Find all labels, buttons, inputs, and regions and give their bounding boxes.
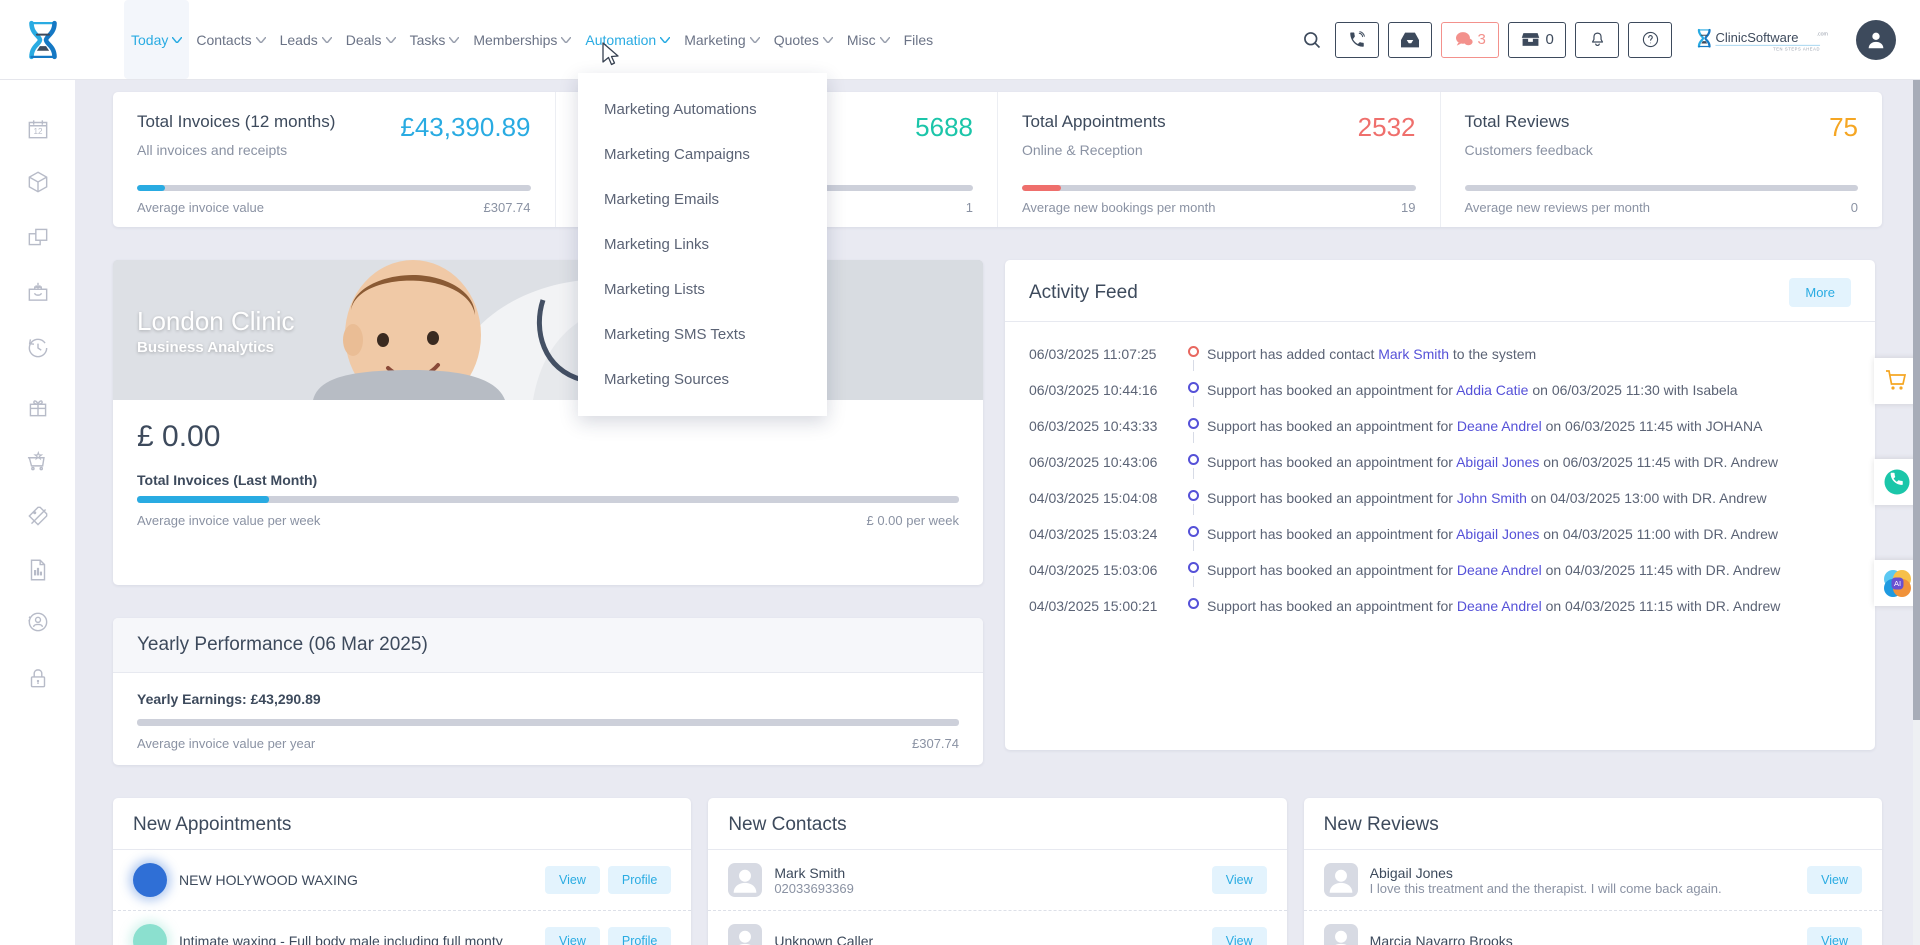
svg-text:TEN STEPS AHEAD: TEN STEPS AHEAD xyxy=(1773,46,1820,51)
svg-text:AI: AI xyxy=(1894,579,1901,588)
svg-text:ClinicSoftware: ClinicSoftware xyxy=(1716,29,1799,44)
svg-text:12: 12 xyxy=(33,127,43,136)
svg-text:.com: .com xyxy=(1817,31,1829,37)
